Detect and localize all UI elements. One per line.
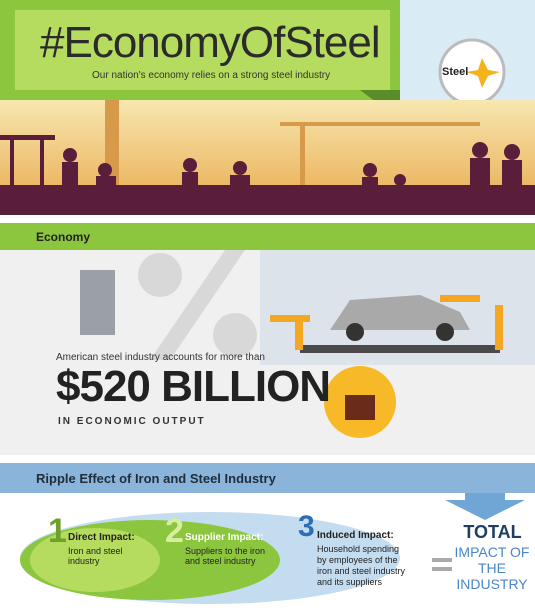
wheel — [346, 323, 364, 341]
equals — [432, 558, 452, 562]
percent-sign — [138, 250, 257, 360]
item-number: 2 — [165, 512, 184, 550]
intro-text: American steel industry accounts for mor… — [56, 352, 265, 363]
robot-arms — [270, 295, 503, 350]
building — [80, 270, 115, 335]
conveyor — [300, 345, 500, 353]
item-title: Direct Impact: — [68, 532, 135, 543]
section-heading: Ripple Effect of Iron and Steel Industry — [36, 471, 276, 486]
furnace — [345, 395, 375, 420]
item-title: Induced Impact: — [317, 530, 394, 541]
caption: IN ECONOMIC OUTPUT — [58, 416, 206, 427]
total-text: IMPACT OF THE INDUSTRY — [454, 544, 530, 592]
subtitle: Our nation's economy relies on a strong … — [92, 70, 331, 81]
wheel — [436, 323, 454, 341]
silhouettes — [0, 135, 535, 215]
total: TOTAL — [463, 522, 522, 542]
amount: $520 BILLION — [56, 362, 331, 411]
title: #EconomyOfSteel — [40, 18, 381, 67]
logo-text: Steel — [442, 66, 469, 78]
car — [330, 295, 470, 330]
item-number: 1 — [48, 512, 67, 550]
item-text: Iron and steel industry — [68, 546, 123, 566]
arrow — [445, 493, 525, 520]
title-box — [15, 10, 390, 90]
item-text: Suppliers to the iron and steel industry — [185, 546, 266, 566]
gap — [0, 215, 535, 223]
section-heading: Economy — [36, 230, 91, 244]
ellipse-inner — [30, 528, 160, 592]
ripple-bar — [0, 463, 535, 493]
item-text: Household spending by employees of the i… — [317, 544, 406, 587]
logo-star — [466, 58, 500, 88]
equals — [432, 567, 452, 571]
gap — [0, 455, 535, 463]
item-number: 3 — [298, 510, 315, 543]
economy-bar — [0, 223, 535, 250]
item-title: Supplier Impact: — [185, 532, 264, 543]
